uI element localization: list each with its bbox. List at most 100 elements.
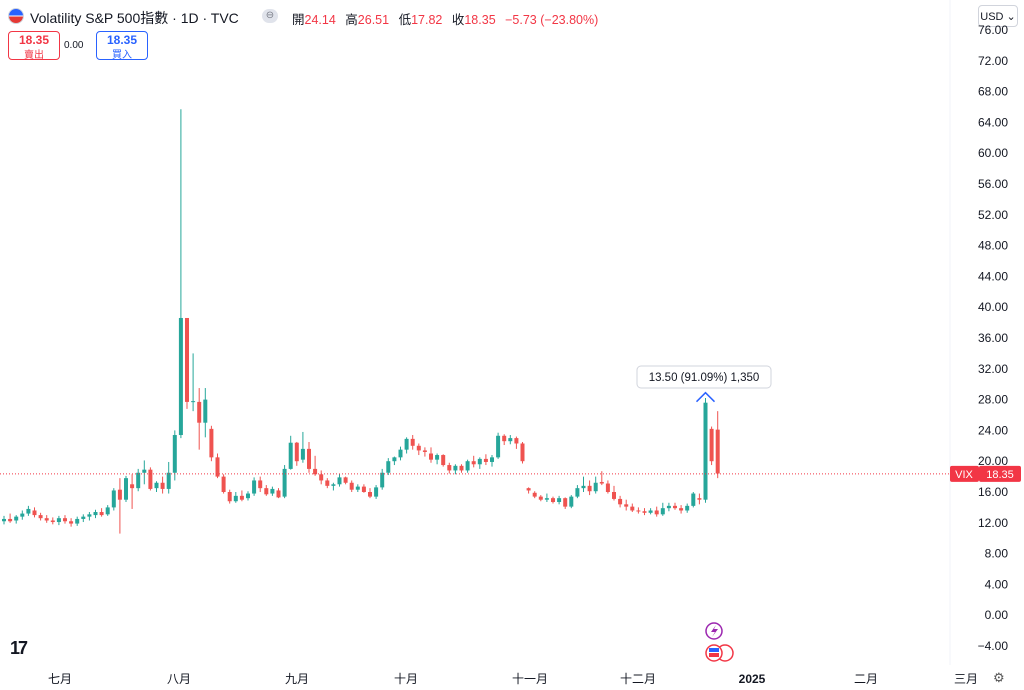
candle-body <box>130 484 135 489</box>
candle-body <box>697 498 702 500</box>
more-icon[interactable]: ⊖ <box>262 9 278 23</box>
candle-body <box>307 448 311 469</box>
last-price-tag-bg <box>979 465 1021 482</box>
candle-body <box>502 435 507 442</box>
y-tick-label: 52.00 <box>978 208 1008 222</box>
flag-stripe <box>709 653 719 657</box>
candle-body <box>246 493 250 499</box>
candle-body <box>69 521 74 524</box>
candle-body <box>691 493 696 506</box>
candle-body <box>191 401 196 403</box>
candle-body <box>81 516 86 519</box>
candle-body <box>648 510 653 513</box>
candle-body <box>264 488 269 495</box>
candle-body <box>368 492 372 497</box>
high-value: 26.51 <box>357 13 390 27</box>
y-tick-label: 36.00 <box>978 331 1008 345</box>
candle-body <box>447 465 452 471</box>
currency-dropdown[interactable]: USD ⌄ <box>978 5 1018 27</box>
measure-tooltip-label: 13.50 (91.09%) 1,350 <box>649 372 760 384</box>
y-tick-label: 12.00 <box>978 516 1008 530</box>
candle-body <box>575 488 580 497</box>
y-tick-label: 16.00 <box>978 485 1008 499</box>
measure-arrow-icon <box>695 391 716 403</box>
low-value: 17.82 <box>411 13 443 27</box>
symbol-title[interactable]: Volatility S&P 500指數 · 1D · TVC <box>30 10 239 26</box>
open-value: 24.14 <box>304 13 336 27</box>
candle-body <box>258 480 263 489</box>
candle-body <box>380 472 385 488</box>
candle-body <box>197 401 202 423</box>
candle-body <box>520 443 525 462</box>
candle-body <box>99 512 104 516</box>
settings-gear-icon[interactable]: ⚙ <box>993 670 1005 685</box>
candle-body <box>288 442 293 469</box>
candle-body <box>313 468 318 475</box>
y-tick-label: 32.00 <box>978 362 1008 376</box>
candle-body <box>209 428 214 458</box>
candle-body <box>709 428 714 462</box>
candle-body <box>410 438 415 446</box>
candle-body <box>471 461 476 465</box>
candle-body <box>282 468 287 497</box>
candle-body <box>532 492 537 497</box>
x-tick-label: 十月 <box>394 672 418 686</box>
candle-body <box>136 472 141 489</box>
candle-body <box>593 482 598 492</box>
candle-body <box>630 506 635 511</box>
candle-body <box>8 518 13 522</box>
y-tick-label: 8.00 <box>985 547 1009 561</box>
candle-body <box>465 461 470 471</box>
candle-body <box>185 317 189 402</box>
symbol-tag-bg <box>950 465 979 482</box>
candle-body <box>459 465 464 471</box>
candle-body <box>386 461 391 473</box>
candle-body <box>361 486 366 492</box>
sell-button[interactable]: 18.35 賣出 <box>8 31 60 61</box>
candle-body <box>685 505 690 511</box>
candle-body <box>355 486 360 490</box>
candle-body <box>538 496 543 500</box>
candle-body <box>673 505 677 509</box>
candle-body <box>490 457 494 462</box>
candle-body <box>294 442 299 462</box>
candle-body <box>703 402 708 500</box>
close-value: 18.35 <box>464 13 496 27</box>
candle-body <box>496 435 501 458</box>
sell-label: 賣出 <box>24 50 44 61</box>
candle-body <box>642 511 647 513</box>
y-tick-label: 76.00 <box>978 23 1008 37</box>
close-label: 收 <box>451 13 465 27</box>
y-tick-label: −4.00 <box>978 639 1009 653</box>
candle-body <box>276 490 281 498</box>
x-tick-label: 八月 <box>167 672 191 686</box>
candle-body <box>422 450 427 452</box>
candle-body <box>44 518 49 521</box>
candle-body <box>374 487 379 497</box>
buy-button[interactable]: 18.35 買入 <box>96 31 148 61</box>
candle-body <box>569 496 574 507</box>
y-tick-label: 28.00 <box>978 393 1008 407</box>
candle-body <box>514 438 519 444</box>
buy-price: 18.35 <box>106 33 138 47</box>
candle-body <box>679 508 684 511</box>
candle-body <box>666 505 671 509</box>
spread-value: 0.00 <box>64 40 84 51</box>
candle-body <box>50 520 55 523</box>
candle-body <box>654 510 659 515</box>
candle-body <box>172 435 177 473</box>
candle-body <box>343 477 348 483</box>
candle-body <box>56 518 61 523</box>
candle-body <box>227 492 232 502</box>
candle-body <box>20 513 25 517</box>
candle-body <box>239 495 244 500</box>
candle-body <box>715 429 720 474</box>
y-tick-label: 60.00 <box>978 146 1008 160</box>
candle-body <box>349 482 354 490</box>
tradingview-logo: 17 <box>10 638 28 658</box>
candle-body <box>166 472 171 489</box>
candle-body <box>483 458 488 462</box>
y-tick-label: 56.00 <box>978 177 1008 191</box>
candle-body <box>429 453 433 460</box>
